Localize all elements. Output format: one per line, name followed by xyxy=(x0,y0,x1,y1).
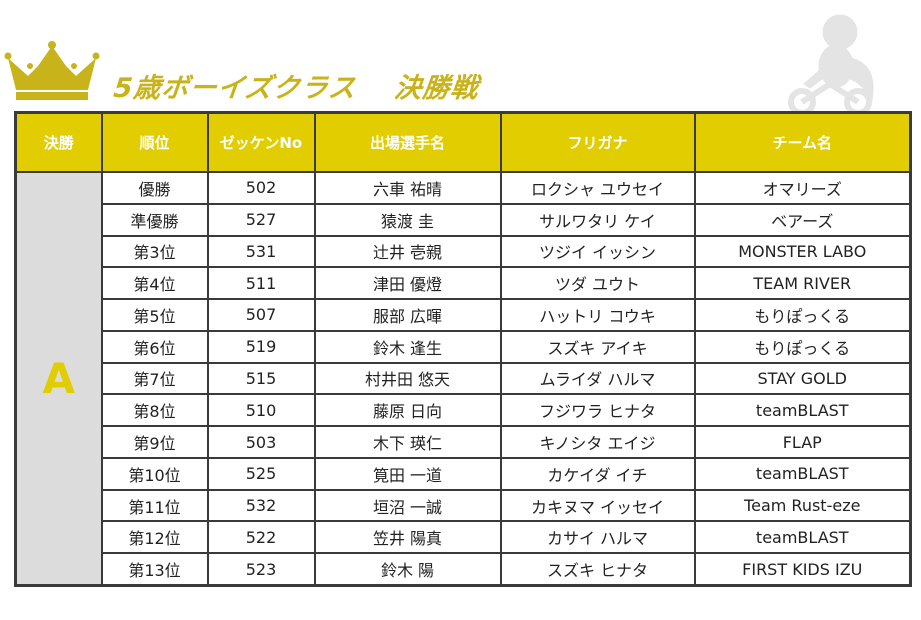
table-row: 第7位 515 村井田 悠天 ムライダ ハルマ STAY GOLD xyxy=(16,361,912,396)
cell-furigana: ロクシャ ユウセイ xyxy=(499,171,696,205)
group-label: A xyxy=(14,171,103,587)
table-row: 第10位 525 筧田 一道 カケイダ イチ teamBLAST xyxy=(16,456,912,491)
cell-rank: 第13位 xyxy=(100,552,209,587)
page-title: 5歳ボーイズクラス 決勝戦 xyxy=(112,73,481,104)
cell-name: 木下 瑛仁 xyxy=(313,425,502,459)
cell-name: 藤原 日向 xyxy=(313,393,502,428)
results-table: 決勝 順位 ゼッケンNo 出場選手名 フリガナ チーム名 A 優勝 502 六車 祐晴… xyxy=(14,111,912,587)
cell-team: teamBLAST xyxy=(693,520,912,555)
header-final: 決勝 xyxy=(14,111,103,173)
cell-name: 津田 優燈 xyxy=(313,266,502,301)
cell-name: 垣沼 一誠 xyxy=(313,488,502,523)
cell-rank: 第8位 xyxy=(100,393,209,428)
balance-bike-rider-icon xyxy=(788,14,874,116)
cell-rank: 第3位 xyxy=(100,234,209,269)
cell-furigana: カキヌマ イッセイ xyxy=(499,488,696,523)
cell-team: MONSTER LABO xyxy=(693,234,912,269)
header-row: 決勝 順位 ゼッケンNo 出場選手名 フリガナ チーム名 xyxy=(14,111,912,173)
table-body: A 優勝 502 六車 祐晴 ロクシャ ユウセイ オマリーズ 準優勝 527 猿渡 圭サルワタリ… xyxy=(14,171,912,587)
cell-rank: 第6位 xyxy=(100,329,209,364)
cell-rank: 第10位 xyxy=(100,456,209,491)
cell-team: もりぽっくる xyxy=(693,298,912,332)
cell-bib: 515 xyxy=(206,361,316,396)
cell-bib: 525 xyxy=(206,456,316,491)
table-row: 第13位 523 鈴木 陽スズキ ヒナタ FIRST KIDS IZU xyxy=(16,552,912,587)
table-row: 第6位 519 鈴木 逢生 スズキ アイキ もりぽっくる xyxy=(16,329,912,364)
cell-furigana: カケイダ イチ xyxy=(499,456,696,491)
cell-team: FLAP xyxy=(693,425,912,459)
table-row: 第12位 522 笠井 陽真 カサイ ハルマ teamBLAST xyxy=(16,520,912,555)
table-row: 準優勝 527 猿渡 圭サルワタリ ケイ ベアーズ xyxy=(16,202,912,237)
cell-team: teamBLAST xyxy=(693,456,912,491)
table-header: 決勝 順位 ゼッケンNo 出場選手名 フリガナ チーム名 xyxy=(14,111,912,173)
cell-rank: 第12位 xyxy=(100,520,209,555)
cell-furigana: スズキ アイキ xyxy=(499,329,696,364)
cell-name: 鈴木 陽 xyxy=(313,552,502,587)
cell-rank: 第4位 xyxy=(100,266,209,301)
cell-name: 辻井 壱親 xyxy=(313,234,502,269)
cell-rank: 優勝 xyxy=(100,171,209,205)
cell-team: Team Rust-eze xyxy=(693,488,912,523)
cell-rank: 第11位 xyxy=(100,488,209,523)
cell-furigana: カサイ ハルマ xyxy=(499,520,696,555)
cell-team: FIRST KIDS IZU xyxy=(693,552,912,587)
table-row: 第11位 532 垣沼 一誠 カキヌマ イッセイ Team Rust-eze xyxy=(16,488,912,523)
cell-bib: 527 xyxy=(206,202,316,237)
header-name: 出場選手名 xyxy=(313,111,502,173)
cell-name: 服部 広暉 xyxy=(313,298,502,332)
cell-furigana: キノシタ エイジ xyxy=(499,425,696,459)
cell-bib: 531 xyxy=(206,234,316,269)
cell-team: teamBLAST xyxy=(693,393,912,428)
header-rank: 順位 xyxy=(100,111,209,173)
table-row: A 優勝 502 六車 祐晴 ロクシャ ユウセイ オマリーズ xyxy=(14,171,912,587)
table-row: 第9位 503 木下 瑛仁 キノシタ エイジ FLAP xyxy=(16,425,912,459)
cell-furigana: ツダ ユウト xyxy=(499,266,696,301)
cell-team: オマリーズ xyxy=(693,171,912,205)
table-row: 第3位 531 辻井 壱親 ツジイ イッシン MONSTER LABO xyxy=(16,234,912,269)
cell-bib: 503 xyxy=(206,425,316,459)
cell-furigana: ツジイ イッシン xyxy=(499,234,696,269)
cell-name: 六車 祐晴 xyxy=(313,171,502,205)
cell-rank: 第7位 xyxy=(100,361,209,396)
cell-bib: 523 xyxy=(206,552,316,587)
cell-name: 鈴木 逢生 xyxy=(313,329,502,364)
table-row: 第5位 507 服部 広暉 ハットリ コウキ もりぽっくる xyxy=(16,298,912,332)
cell-team: TEAM RIVER xyxy=(693,266,912,301)
header-bib: ゼッケンNo xyxy=(206,111,316,173)
cell-rank: 準優勝 xyxy=(100,202,209,237)
cell-furigana: サルワタリ ケイ xyxy=(499,202,696,237)
cell-bib: 507 xyxy=(206,298,316,332)
table-row: 第8位 510 藤原 日向 フジワラ ヒナタ teamBLAST xyxy=(16,393,912,428)
cell-bib: 519 xyxy=(206,329,316,364)
header-team: チーム名 xyxy=(693,111,912,173)
cell-team: もりぽっくる xyxy=(693,329,912,364)
header-furigana: フリガナ xyxy=(499,111,696,173)
cell-bib: 510 xyxy=(206,393,316,428)
cell-name: 猿渡 圭 xyxy=(313,202,502,237)
cell-bib: 502 xyxy=(206,171,316,205)
cell-bib: 522 xyxy=(206,520,316,555)
cell-rank: 第9位 xyxy=(100,425,209,459)
cell-rank: 第5位 xyxy=(100,298,209,332)
cell-furigana: ハットリ コウキ xyxy=(499,298,696,332)
cell-name: 村井田 悠天 xyxy=(313,361,502,396)
cell-team: STAY GOLD xyxy=(693,361,912,396)
table-row: 第4位 511 津田 優燈 ツダ ユウト TEAM RIVER xyxy=(16,266,912,301)
cell-team: ベアーズ xyxy=(693,202,912,237)
cell-name: 筧田 一道 xyxy=(313,456,502,491)
cell-furigana: ムライダ ハルマ xyxy=(499,361,696,396)
crown-icon xyxy=(4,41,100,100)
cell-furigana: フジワラ ヒナタ xyxy=(499,393,696,428)
cell-bib: 511 xyxy=(206,266,316,301)
cell-name: 笠井 陽真 xyxy=(313,520,502,555)
cell-bib: 532 xyxy=(206,488,316,523)
cell-furigana: スズキ ヒナタ xyxy=(499,552,696,587)
